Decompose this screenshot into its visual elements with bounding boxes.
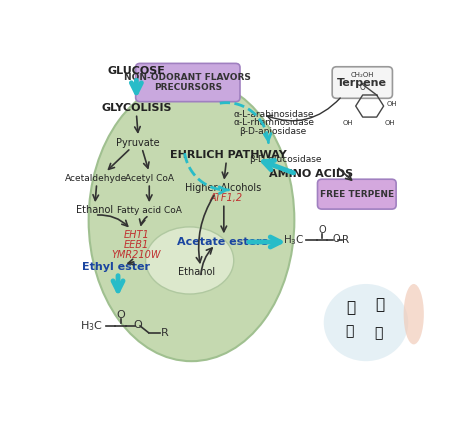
Text: Ethyl ester: Ethyl ester	[82, 262, 150, 272]
Text: YMR210W: YMR210W	[112, 250, 161, 260]
Text: R: R	[342, 235, 349, 245]
Text: β-D-apiosidase: β-D-apiosidase	[239, 127, 307, 136]
Ellipse shape	[404, 284, 424, 344]
Text: α-L-rhamnosidase: α-L-rhamnosidase	[234, 118, 315, 127]
Ellipse shape	[89, 79, 294, 361]
Text: O: O	[133, 320, 142, 330]
Text: EEB1: EEB1	[124, 240, 149, 250]
Text: H$_3$C: H$_3$C	[80, 319, 103, 333]
Text: Acetaldehyde: Acetaldehyde	[65, 174, 127, 183]
Text: FREE TERPENE: FREE TERPENE	[320, 190, 394, 199]
Text: Acetate esters: Acetate esters	[177, 237, 268, 247]
Text: O: O	[318, 225, 326, 235]
Text: EHRLICH PATHWAY: EHRLICH PATHWAY	[170, 150, 287, 160]
Text: Pyruvate: Pyruvate	[117, 138, 160, 148]
Text: ATF1,2: ATF1,2	[210, 193, 243, 203]
Text: O: O	[117, 310, 125, 320]
Text: GLYCOLISIS: GLYCOLISIS	[101, 103, 172, 113]
Text: Ethanol: Ethanol	[178, 267, 216, 277]
Text: H$_3$C: H$_3$C	[283, 233, 304, 247]
Text: 🍎: 🍎	[346, 300, 355, 315]
Ellipse shape	[146, 227, 234, 294]
Text: O: O	[332, 234, 340, 244]
Text: Acetyl CoA: Acetyl CoA	[125, 174, 174, 183]
Text: EHT1: EHT1	[124, 230, 149, 240]
Text: Higher Alcohols: Higher Alcohols	[184, 183, 261, 193]
Text: AMINO ACIDS: AMINO ACIDS	[269, 169, 353, 179]
Text: 🍌: 🍌	[375, 297, 384, 312]
FancyBboxPatch shape	[332, 67, 392, 98]
FancyBboxPatch shape	[318, 179, 396, 209]
Text: CH₂OH: CH₂OH	[351, 72, 374, 78]
Text: OH: OH	[343, 120, 354, 126]
Text: 🍷: 🍷	[374, 327, 383, 341]
Text: O: O	[360, 83, 365, 92]
Text: β-D-glucosidase: β-D-glucosidase	[249, 155, 321, 164]
Text: Ethanol: Ethanol	[75, 205, 113, 215]
Text: GLUCOSE: GLUCOSE	[108, 66, 165, 76]
Text: Terpene: Terpene	[337, 78, 387, 88]
Text: OH: OH	[386, 101, 397, 107]
Circle shape	[324, 284, 408, 361]
Text: 🌺: 🌺	[345, 325, 354, 339]
Text: OH: OH	[384, 120, 395, 126]
FancyBboxPatch shape	[136, 63, 240, 102]
Text: R: R	[161, 327, 169, 337]
Text: α-L-arabinosidase: α-L-arabinosidase	[234, 110, 314, 119]
Text: NON-ODORANT FLAVORS
PRECURSORS: NON-ODORANT FLAVORS PRECURSORS	[124, 73, 251, 92]
Text: Fatty acid CoA: Fatty acid CoA	[117, 206, 182, 215]
